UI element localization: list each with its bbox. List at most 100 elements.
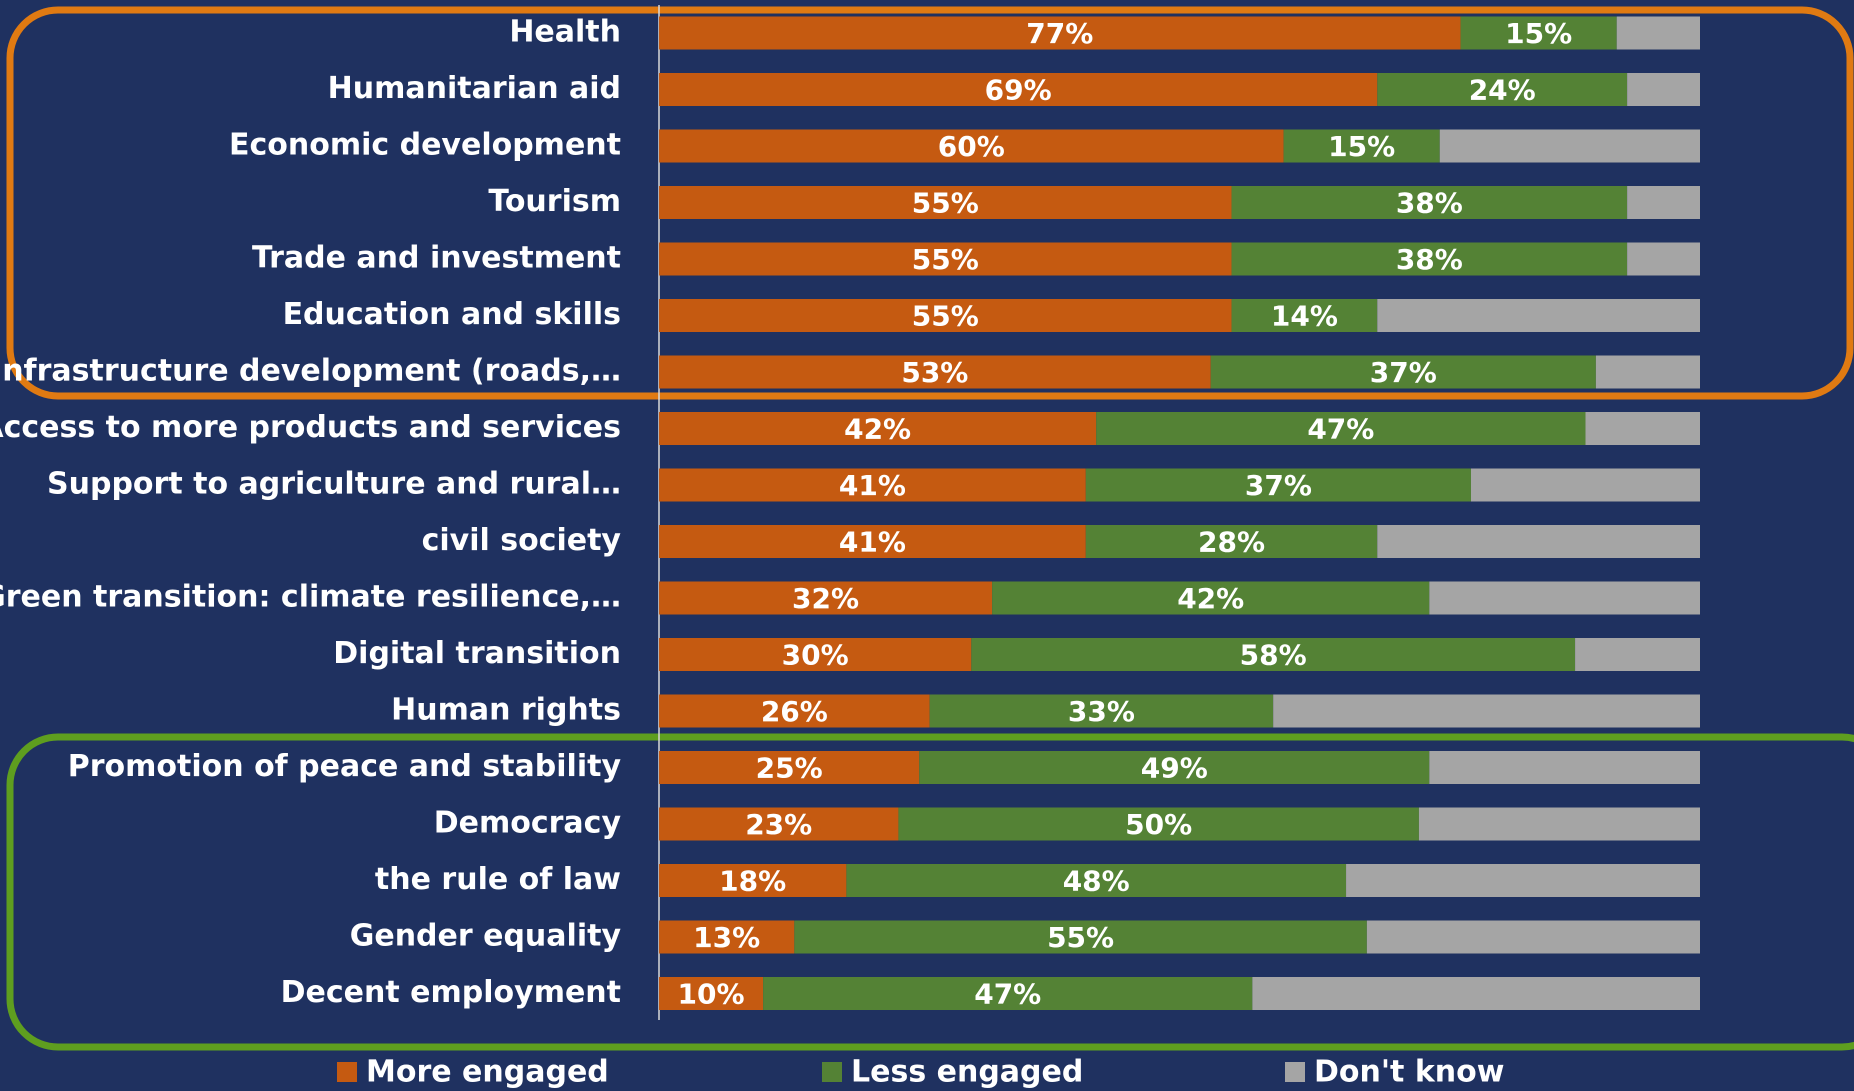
category-label: Promotion of peace and stability (68, 749, 622, 784)
bar-segment (971, 638, 1576, 671)
category-label: Human rights (391, 693, 621, 728)
bar-segment (1085, 468, 1471, 502)
value-label: 25% (756, 752, 823, 785)
bar-segment (1252, 977, 1700, 1010)
bar-segment (659, 129, 1284, 163)
value-label: 24% (1469, 74, 1536, 107)
value-label: 41% (839, 526, 906, 559)
value-label: 37% (1245, 469, 1312, 502)
value-label: 55% (1047, 921, 1114, 954)
legend-swatch (822, 1062, 842, 1082)
bar-segment (659, 468, 1086, 502)
bar-segment (1616, 16, 1700, 50)
value-label: 69% (985, 74, 1052, 107)
bar-segment (659, 242, 1232, 276)
category-label: Support to agriculture and rural… (47, 467, 621, 502)
value-label: 23% (745, 808, 812, 841)
category-label: Democracy (434, 806, 622, 841)
bar-segment (659, 920, 795, 954)
bar-segment (1346, 864, 1700, 897)
value-label: 33% (1068, 695, 1135, 728)
value-label: 38% (1396, 187, 1463, 220)
bar-segment (1377, 299, 1700, 332)
value-label: 30% (782, 639, 849, 672)
bar-segment (919, 751, 1430, 784)
legend-label: Don't know (1314, 1055, 1504, 1090)
category-label: Green transition: climate resilience,… (0, 580, 621, 615)
bar-segment (1210, 355, 1596, 389)
bar-segment (1460, 16, 1617, 50)
category-label: the rule of law (375, 862, 621, 897)
bar-segment (763, 977, 1253, 1010)
bar-segment (1627, 242, 1700, 276)
value-label: 32% (792, 582, 859, 615)
bar-segment (1595, 355, 1700, 389)
bar-segment (659, 73, 1378, 106)
category-label: Gender equality (350, 919, 622, 954)
value-label: 42% (1177, 582, 1244, 615)
bar-segment (1377, 525, 1700, 558)
value-label: 55% (912, 300, 979, 333)
bar-segment (659, 16, 1461, 50)
value-label: 10% (678, 978, 745, 1011)
value-label: 53% (901, 356, 968, 389)
category-label: Tourism (488, 184, 621, 219)
value-label: 13% (693, 921, 760, 954)
bar-segment (1366, 920, 1700, 954)
bar-segment (659, 751, 920, 784)
bar-segment (1283, 129, 1440, 163)
legend-swatch (1285, 1062, 1305, 1082)
bar-segment (1418, 807, 1700, 841)
value-label: 42% (844, 413, 911, 446)
bar-segment (1627, 186, 1700, 219)
value-label: 14% (1271, 300, 1338, 333)
bar-segment (659, 186, 1232, 219)
bar-segment (659, 525, 1086, 558)
value-label: 37% (1370, 356, 1437, 389)
bar-segment (794, 920, 1367, 954)
bar-segment (929, 694, 1274, 728)
bar-segment (659, 694, 930, 728)
bar-segment (1627, 73, 1700, 106)
value-label: 48% (1063, 865, 1130, 898)
bar-segment (1470, 468, 1700, 502)
legend-label: More engaged (366, 1055, 609, 1090)
value-label: 60% (938, 130, 1005, 163)
legend-swatch (337, 1062, 357, 1082)
category-label: Humanitarian aid (328, 71, 621, 106)
value-label: 15% (1505, 17, 1572, 50)
value-label: 55% (912, 243, 979, 276)
value-label: 38% (1396, 243, 1463, 276)
bar-segment (1085, 525, 1378, 558)
bar-segment (1575, 638, 1700, 671)
bar-segment (1585, 412, 1700, 445)
value-label: 47% (974, 978, 1041, 1011)
category-label: Health (509, 15, 621, 50)
value-label: 55% (912, 187, 979, 220)
bar-segment (898, 807, 1419, 841)
bar-segment (659, 864, 847, 897)
highlight-box-bottom (6, 733, 1854, 1051)
bar-segment (1231, 299, 1378, 332)
bar-segment (1231, 186, 1628, 219)
value-label: 49% (1141, 752, 1208, 785)
bar-segment (1429, 581, 1700, 615)
value-label: 58% (1240, 639, 1307, 672)
category-label: Education and skills (283, 297, 621, 332)
legend-label: Less engaged (851, 1055, 1083, 1090)
bar-segment (659, 355, 1211, 389)
bar-segment (1429, 751, 1700, 784)
bar-segment (659, 638, 972, 671)
bar-segment (1377, 73, 1628, 106)
bar-segment (846, 864, 1347, 897)
bar-segment (659, 581, 993, 615)
bar-segment (992, 581, 1430, 615)
category-label: Infrastructure development (roads,… (0, 354, 621, 389)
category-label: civil society (422, 523, 622, 558)
value-label: 18% (719, 865, 786, 898)
value-label: 47% (1307, 413, 1374, 446)
value-label: 15% (1328, 130, 1395, 163)
value-label: 41% (839, 469, 906, 502)
